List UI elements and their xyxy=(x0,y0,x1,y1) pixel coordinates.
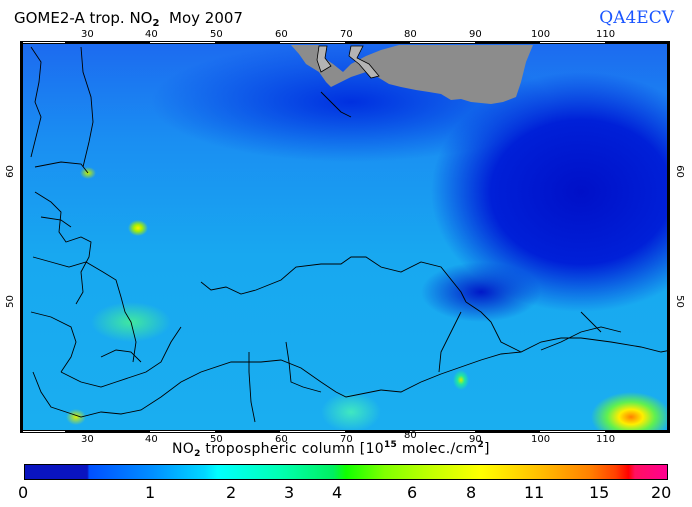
left-axis-bar xyxy=(20,41,23,432)
lat-tick-right: 60 xyxy=(673,165,685,178)
colorbar-title-unit: molec./cm xyxy=(397,441,478,457)
lon-tick-bottom: 90 xyxy=(469,434,482,445)
colorbar-title-sub: 2 xyxy=(194,449,201,459)
lon-tick-bottom: 40 xyxy=(145,434,158,445)
colorbar-title-exp: 15 xyxy=(383,440,398,450)
colorbar xyxy=(24,464,668,480)
colorbar-title: NO2 tropospheric column [1015 molec./cm2… xyxy=(172,440,490,459)
lon-tick-top: 50 xyxy=(210,29,223,40)
colorbar-tick: 6 xyxy=(407,483,418,502)
title-subscript: 2 xyxy=(152,18,160,29)
title-text: GOME2-A trop. NO xyxy=(14,9,153,27)
colorbar-tick: 8 xyxy=(466,483,477,502)
lat-tick-left: 50 xyxy=(4,295,16,308)
colorbar-tick: 4 xyxy=(332,483,343,502)
lon-tick-bottom: 50 xyxy=(210,434,223,445)
colorbar-tick: 1 xyxy=(145,483,156,502)
right-axis-bar xyxy=(667,41,670,432)
no2-map xyxy=(20,41,670,432)
lat-tick-right: 50 xyxy=(673,295,685,308)
no-data-island xyxy=(316,45,332,73)
colorbar-tick: 11 xyxy=(524,483,545,502)
colorbar-tick: 20 xyxy=(651,483,672,502)
country-borders xyxy=(30,46,669,423)
lon-tick-bottom: 60 xyxy=(275,434,288,445)
colorbar-tick: 15 xyxy=(589,483,610,502)
no2-heatmap-field xyxy=(21,42,669,431)
colorbar-tick: 0 xyxy=(18,483,29,502)
no-data-region xyxy=(291,45,533,104)
colorbar-tick: 3 xyxy=(284,483,295,502)
lat-tick-left: 60 xyxy=(4,165,16,178)
title-date: Moy 2007 xyxy=(159,9,243,27)
lon-tick-top: 40 xyxy=(145,29,158,40)
lon-tick-bottom: 70 xyxy=(340,434,353,445)
lon-tick-bottom: 100 xyxy=(531,434,551,445)
lon-tick-bottom: 80 xyxy=(404,430,417,441)
colorbar-title-mid: tropospheric column [10 xyxy=(200,441,384,457)
lon-tick-top: 30 xyxy=(81,29,94,40)
lon-tick-top: 110 xyxy=(596,29,616,40)
no-data-island xyxy=(348,45,380,79)
bottom-axis-bar xyxy=(20,430,670,433)
brand-label: QA4ECV xyxy=(599,8,674,28)
colorbar-title-text: NO xyxy=(172,441,195,457)
colorbar-title-unit-exp: 2 xyxy=(477,440,485,450)
map-title: GOME2-A trop. NO2 Moy 2007 xyxy=(14,9,243,29)
lon-tick-top: 90 xyxy=(469,29,482,40)
lon-tick-top: 60 xyxy=(275,29,288,40)
title-date-text: Moy 2007 xyxy=(169,9,243,27)
colorbar-title-close: ] xyxy=(484,441,490,457)
lon-tick-top: 100 xyxy=(531,29,551,40)
lon-tick-bottom: 110 xyxy=(596,434,616,445)
lon-tick-bottom: 30 xyxy=(81,434,94,445)
colorbar-tick: 2 xyxy=(226,483,237,502)
lon-tick-top: 80 xyxy=(404,29,417,40)
lon-tick-top: 70 xyxy=(340,29,353,40)
map-overlay xyxy=(30,45,669,423)
top-axis-bar xyxy=(20,41,670,44)
